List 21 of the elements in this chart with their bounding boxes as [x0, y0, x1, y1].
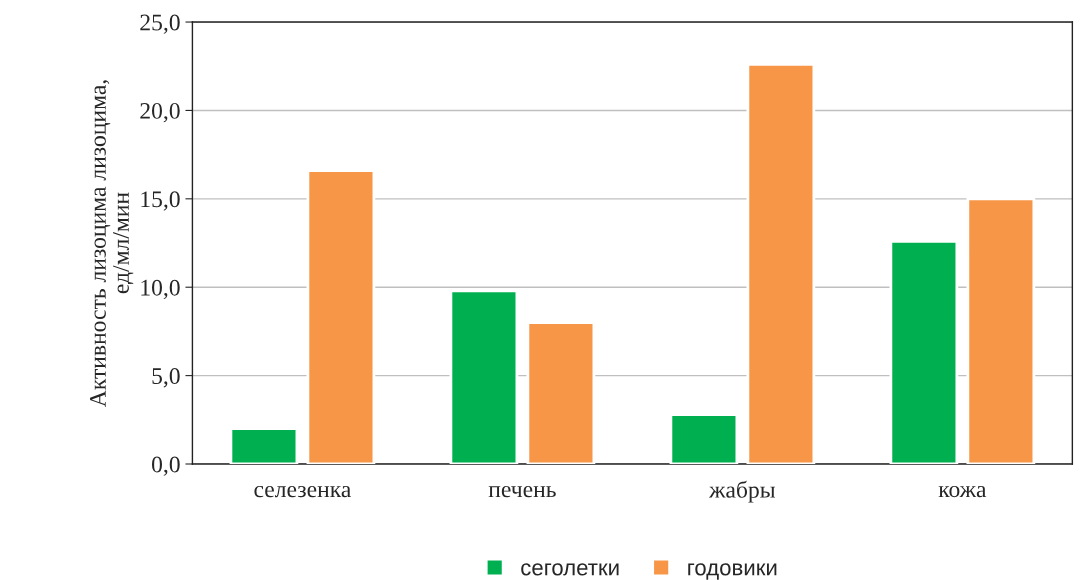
- y-tick-label: 5,0: [152, 368, 180, 388]
- y-tick-label: 25,0: [140, 14, 180, 34]
- bar: [229, 427, 299, 464]
- bar: [669, 413, 739, 464]
- legend-label: сеголетки: [521, 563, 619, 576]
- legend-label: годовики: [688, 563, 777, 580]
- bar: [966, 197, 1036, 464]
- bar: [449, 289, 519, 464]
- bar: [526, 321, 596, 464]
- bar: [889, 239, 959, 464]
- bar: [746, 63, 816, 464]
- y-tick-label: 20,0: [140, 102, 180, 123]
- y-tick-label: 0,0: [152, 456, 180, 476]
- bar: [306, 169, 376, 464]
- y-tick-label: 10,0: [141, 279, 180, 300]
- x-tick-label: кожа: [938, 485, 987, 498]
- y-tick-label: 15,0: [141, 191, 180, 211]
- x-tick-label: селезенка: [254, 485, 352, 498]
- x-tick-label: жабры: [709, 480, 776, 503]
- y-axis-title: Активность лизоцима лизоцима, ед/мл/мин: [90, 80, 134, 408]
- x-tick-label: печень: [488, 485, 556, 498]
